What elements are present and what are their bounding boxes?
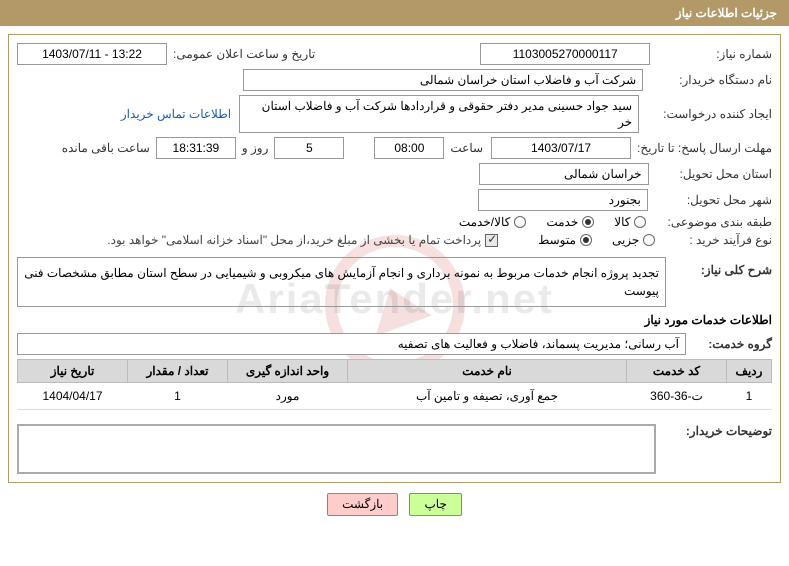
cat-goods-service-option: کالا/خدمت (459, 215, 526, 229)
table-header-row: ردیف کد خدمت نام خدمت واحد اندازه گیری ت… (18, 360, 772, 383)
process-type-label: نوع فرآیند خرید : (689, 233, 772, 247)
service-info-title: اطلاعات خدمات مورد نیاز (17, 313, 772, 327)
hours-label: ساعت باقی مانده (62, 141, 150, 155)
need-number-label: شماره نیاز: (716, 47, 772, 61)
general-desc-box: تجدید پروژه انجام خدمات مربوط به نمونه ب… (17, 257, 666, 307)
cat-service-label: خدمت (546, 215, 578, 229)
row-general-desc: شرح کلی نیاز: تجدید پروژه انجام خدمات مر… (17, 257, 772, 307)
row-categories: طبقه بندی موضوعی: کالا خدمت کالا/خدمت (17, 215, 772, 229)
td-unit: مورد (228, 383, 348, 410)
td-name: جمع آوری، تصیفه و تامین آب (348, 383, 627, 410)
row-process-type: نوع فرآیند خرید : جزیی متوسط پرداخت تمام… (17, 233, 772, 247)
time-label: ساعت (450, 141, 483, 155)
td-qty: 1 (128, 383, 228, 410)
page-title: جزئیات اطلاعات نیاز (676, 6, 777, 20)
th-date: تاریخ نیاز (18, 360, 128, 383)
th-code: کد خدمت (627, 360, 727, 383)
contact-link[interactable]: اطلاعات تماس خریدار (121, 107, 231, 121)
row-buyer-notes: توضیحات خریدار: (17, 420, 772, 474)
time-remaining-field: 18:31:39 (156, 137, 236, 159)
process-small-label: جزیی (612, 233, 639, 247)
print-button[interactable]: چاپ (409, 493, 461, 516)
radio-icon (514, 216, 526, 228)
cat-goods-service-label: کالا/خدمت (459, 215, 510, 229)
deadline-date-field: 1403/07/17 (491, 137, 631, 159)
province-field: خراسان شمالی (479, 163, 649, 185)
service-group-label: گروه خدمت: (692, 337, 772, 351)
main-panel: AriaTender.net شماره نیاز: 1103005270000… (8, 34, 781, 483)
buyer-notes-area (17, 424, 656, 474)
payment-checkbox (485, 234, 498, 247)
category-label: طبقه بندی موضوعی: (667, 215, 772, 229)
th-unit: واحد اندازه گیری (228, 360, 348, 383)
province-label: استان محل تحویل: (680, 167, 772, 181)
service-group-field: آب رسانی؛ مدیریت پسماند، فاضلاب و فعالیت… (17, 333, 686, 355)
general-desc-label: شرح کلی نیاز: (672, 263, 772, 277)
td-code: ت-36-360 (627, 383, 727, 410)
deadline-label: مهلت ارسال پاسخ: تا تاریخ: (637, 141, 772, 155)
button-row: چاپ بازگشت (8, 493, 781, 516)
back-button[interactable]: بازگشت (327, 493, 398, 516)
radio-icon (580, 234, 592, 246)
radio-icon (643, 234, 655, 246)
buyer-org-field: شرکت آب و فاضلاب استان خراسان شمالی (243, 69, 643, 91)
requester-label: ایجاد کننده درخواست: (663, 107, 772, 121)
row-requester: ایجاد کننده درخواست: سید جواد حسینی مدیر… (17, 95, 772, 133)
announce-date-label: تاریخ و ساعت اعلان عمومی: (173, 47, 315, 61)
cat-goods-label: کالا (614, 215, 630, 229)
th-name: نام خدمت (348, 360, 627, 383)
radio-icon (582, 216, 594, 228)
row-city: شهر محل تحویل: بجنورد (17, 189, 772, 211)
deadline-time-field: 08:00 (374, 137, 444, 159)
radio-icon (634, 216, 646, 228)
buyer-org-label: نام دستگاه خریدار: (679, 73, 772, 87)
requester-field: سید جواد حسینی مدیر دفتر حقوقی و قرارداد… (239, 95, 639, 133)
cat-goods-option: کالا (614, 215, 646, 229)
city-label: شهر محل تحویل: (687, 193, 772, 207)
row-need-number: شماره نیاز: 1103005270000117 تاریخ و ساع… (17, 43, 772, 65)
th-row: ردیف (727, 360, 772, 383)
cat-service-option: خدمت (546, 215, 594, 229)
city-field: بجنورد (478, 189, 648, 211)
services-table: ردیف کد خدمت نام خدمت واحد اندازه گیری ت… (17, 359, 772, 410)
row-deadline: مهلت ارسال پاسخ: تا تاریخ: 1403/07/17 سا… (17, 137, 772, 159)
process-medium-label: متوسط (538, 233, 576, 247)
content-wrapper: AriaTender.net شماره نیاز: 1103005270000… (0, 26, 789, 524)
days-remaining-field: 5 (274, 137, 344, 159)
td-row: 1 (727, 383, 772, 410)
th-qty: تعداد / مقدار (128, 360, 228, 383)
days-label: روز و (242, 141, 269, 155)
table-row: 1 ت-36-360 جمع آوری، تصیفه و تامین آب مو… (18, 383, 772, 410)
process-medium-option: متوسط (538, 233, 592, 247)
page-header: جزئیات اطلاعات نیاز (0, 0, 789, 26)
row-service-group: گروه خدمت: آب رسانی؛ مدیریت پسماند، فاضل… (17, 333, 772, 355)
payment-note: پرداخت تمام یا بخشی از مبلغ خرید،از محل … (107, 233, 481, 247)
row-province: استان محل تحویل: خراسان شمالی (17, 163, 772, 185)
need-number-field: 1103005270000117 (480, 43, 650, 65)
buyer-notes-label: توضیحات خریدار: (662, 424, 772, 438)
td-date: 1404/04/17 (18, 383, 128, 410)
row-buyer-org: نام دستگاه خریدار: شرکت آب و فاضلاب استا… (17, 69, 772, 91)
process-small-option: جزیی (612, 233, 655, 247)
announce-date-field: 1403/07/11 - 13:22 (17, 43, 167, 65)
